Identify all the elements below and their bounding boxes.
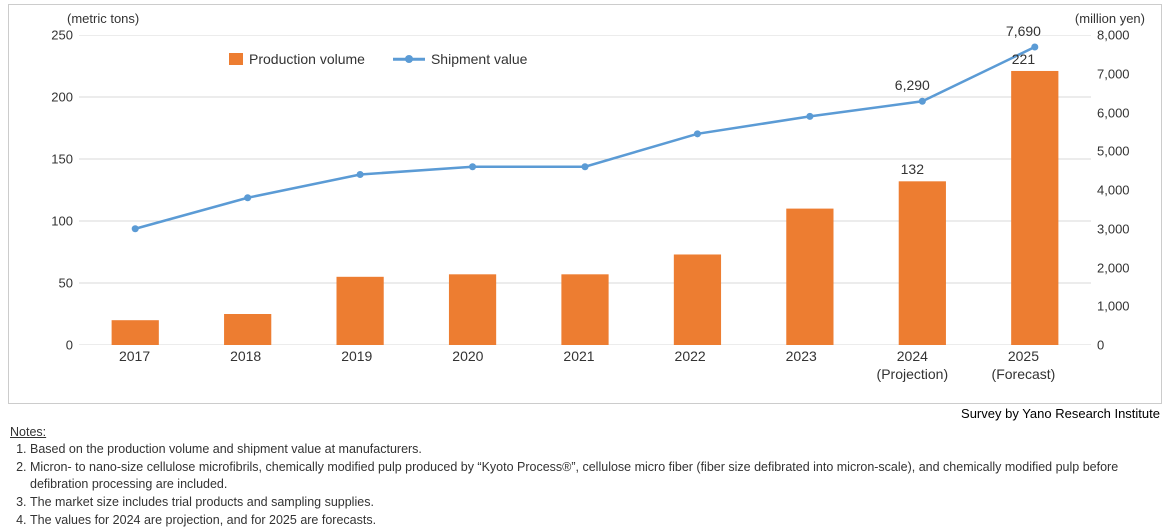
chart-inner: (metric tons) (million yen) Production v… (9, 5, 1161, 403)
ytick-right: 0 (1097, 338, 1141, 353)
notes-header: Notes: (10, 425, 46, 439)
xtick: 2022 (675, 347, 706, 365)
right-axis-label: (million yen) (1075, 11, 1145, 26)
ytick-left: 50 (39, 276, 73, 291)
ytick-right: 2,000 (1097, 260, 1141, 275)
legend-swatch-bar (229, 53, 243, 65)
ytick-left: 200 (39, 90, 73, 105)
legend-label-line: Shipment value (431, 51, 528, 67)
ytick-right: 6,000 (1097, 105, 1141, 120)
xtick: 2025(Forecast) (992, 347, 1056, 383)
bar-value-label: 221 (1012, 51, 1035, 67)
note-item: The values for 2024 are projection, and … (30, 512, 1160, 529)
ytick-left: 250 (39, 28, 73, 43)
line-value-label: 6,290 (895, 77, 930, 93)
plot-svg (79, 35, 1091, 345)
xtick: 2018 (230, 347, 261, 365)
ytick-left: 100 (39, 214, 73, 229)
ytick-right: 1,000 (1097, 299, 1141, 314)
note-item: Based on the production volume and shipm… (30, 441, 1160, 458)
note-item: The market size includes trial products … (30, 494, 1160, 511)
ytick-left: 150 (39, 152, 73, 167)
ytick-right: 3,000 (1097, 221, 1141, 236)
xtick: 2024(Projection) (877, 347, 949, 383)
legend-swatch-line (393, 52, 425, 66)
legend-item-bar: Production volume (229, 51, 365, 67)
notes-list: Based on the production volume and shipm… (10, 441, 1160, 528)
chart-container: (metric tons) (million yen) Production v… (0, 4, 1170, 528)
xtick: 2019 (341, 347, 372, 365)
left-axis-label: (metric tons) (67, 11, 139, 26)
ytick-right: 4,000 (1097, 183, 1141, 198)
legend-item-line: Shipment value (393, 51, 528, 67)
legend: Production volume Shipment value (229, 51, 527, 67)
bar-value-label: 132 (901, 161, 924, 177)
ytick-right: 8,000 (1097, 28, 1141, 43)
ytick-right: 7,000 (1097, 66, 1141, 81)
xtick: 2020 (452, 347, 483, 365)
line-value-label: 7,690 (1006, 23, 1041, 39)
legend-label-bar: Production volume (249, 51, 365, 67)
plot-area: Production volume Shipment value 0501001… (79, 35, 1091, 345)
ytick-left: 0 (39, 338, 73, 353)
notes-block: Notes: Based on the production volume an… (10, 425, 1160, 528)
note-item: Micron- to nano-size cellulose microfibr… (30, 459, 1160, 493)
chart-box: (metric tons) (million yen) Production v… (8, 4, 1162, 404)
xtick: 2023 (786, 347, 817, 365)
xtick: 2017 (119, 347, 150, 365)
survey-credit: Survey by Yano Research Institute (0, 406, 1160, 421)
ytick-right: 5,000 (1097, 144, 1141, 159)
xtick: 2021 (563, 347, 594, 365)
